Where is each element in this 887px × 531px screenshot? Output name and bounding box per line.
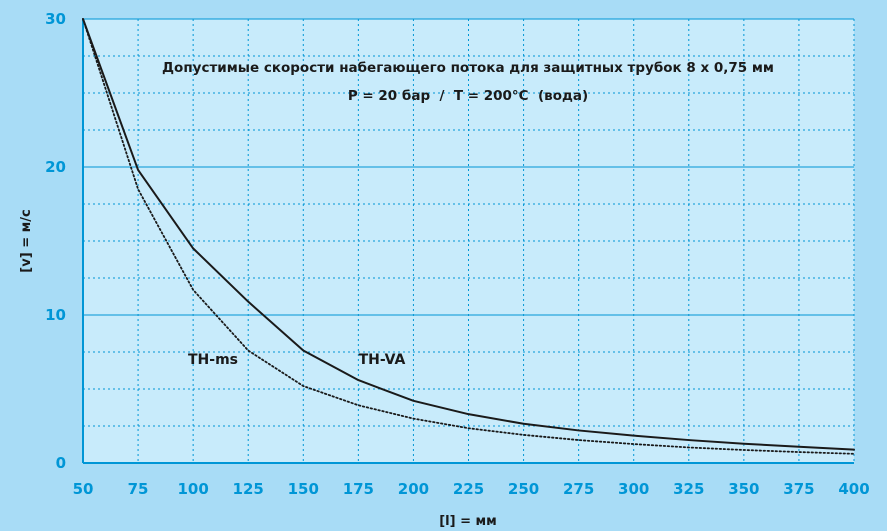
x-tick-label: 275 [563, 480, 594, 498]
x-tick-label: 400 [838, 480, 869, 498]
x-tick-labels: 50 75 100 125 150 175 200 225 250 275 300 325 350 375… [73, 480, 870, 498]
chart-subtitle: P = 20 бар / T = 200°C (вода) [348, 88, 588, 104]
x-tick-label: 350 [728, 480, 759, 498]
y-axis-label: [v] = м/с [19, 209, 34, 272]
grid-major [82, 18, 854, 464]
x-axis-label: [l] = мм [439, 514, 497, 529]
y-tick-labels: 0 10 20 30 [45, 10, 66, 472]
x-tick-label: 150 [288, 480, 319, 498]
x-tick-label: 250 [508, 480, 539, 498]
y-tick-label: 10 [45, 306, 66, 324]
x-tick-label: 100 [177, 480, 208, 498]
x-tick-label: 300 [618, 480, 649, 498]
y-tick-label: 20 [45, 158, 66, 176]
y-tick-label: 30 [45, 10, 66, 28]
x-tick-label: 75 [128, 480, 149, 498]
x-tick-label: 125 [233, 480, 264, 498]
series-label-th-ms: TH-ms [188, 352, 238, 368]
x-tick-label: 175 [343, 480, 374, 498]
series-label-th-va: TH-VA [359, 352, 406, 368]
grid-minor [82, 19, 855, 463]
chart-title: Допустимые скорости набегающего потока д… [162, 60, 774, 76]
x-tick-label: 325 [673, 480, 704, 498]
series-layer [82, 18, 855, 455]
series-line-th-ms [82, 18, 855, 455]
x-tick-label: 375 [783, 480, 814, 498]
series-line-th-va [82, 18, 855, 451]
x-tick-label: 225 [453, 480, 484, 498]
y-tick-label: 0 [56, 454, 66, 472]
x-tick-label: 200 [398, 480, 429, 498]
x-tick-label: 50 [73, 480, 94, 498]
